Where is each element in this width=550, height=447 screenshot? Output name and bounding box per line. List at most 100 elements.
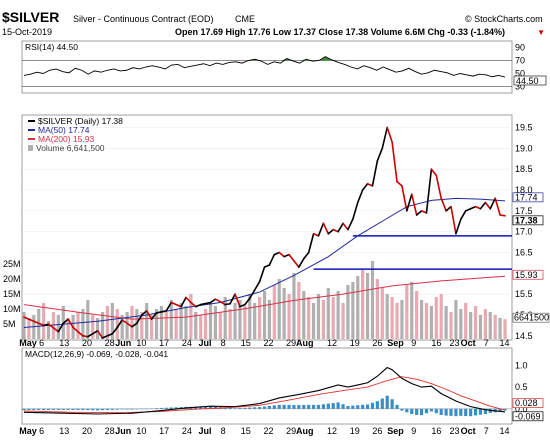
volume-bar [194,312,198,339]
volume-bar [228,309,232,339]
price-segment [499,214,506,217]
macd-histogram-bar [115,408,119,410]
x-axis-label: 12 [327,338,337,348]
macd-legend: MACD(12,26,9) -0.069, -0.028, -0.041 [25,349,168,359]
macd-histogram-bar [27,408,31,411]
price-tick-label: 19.5 [515,123,533,133]
change-down-arrow-icon: ▼ [537,28,545,37]
price-segment [415,210,423,216]
x-axis-label: 16 [431,426,441,436]
macd-value-box [512,398,544,408]
price-segment [307,232,315,254]
volume-bar [302,291,306,339]
volume-bar [444,306,448,339]
volume-bar [253,303,257,339]
price-segment [450,205,457,235]
x-axis-label: 29 [286,338,296,348]
x-axis-label: 17 [159,338,169,348]
price-segment [293,260,300,268]
volume-bar [400,300,404,339]
macd-histogram-bar [125,408,129,410]
volume-bar [125,312,129,339]
x-axis-label: 23 [450,426,460,436]
ma200-line [23,275,506,320]
x-axis-label: 8 [221,338,226,348]
x-axis-label: 16 [431,338,441,348]
volume-bar [297,282,301,339]
volume-tick-label: 20M [3,274,21,284]
price-segment [145,310,153,320]
volume-bar [287,294,291,339]
volume-bar [243,306,247,339]
x-axis-label: Sep [387,338,404,348]
volume-bar [213,306,218,339]
volume-bar [483,309,487,339]
price-value-box [512,215,544,226]
macd-histogram-bar [307,404,311,409]
macd-histogram-bar [120,408,124,410]
price-segment [244,297,251,306]
x-axis-label: 14 [499,338,509,348]
macd-histogram-bar [37,408,41,411]
macd-histogram-bar [150,408,154,409]
volume-bar [262,291,267,339]
macd-histogram-bar [483,408,487,415]
macd-histogram-bar [100,408,105,411]
price-segment [327,228,335,235]
price-segment [131,322,138,328]
price-segment [82,335,89,338]
volume-bar [498,318,502,339]
x-axis-label: May [19,426,37,436]
volume-bar [267,300,272,339]
price-tick-label: 18.0 [515,185,533,195]
price-segment [401,185,408,212]
macd-histogram-bar [61,408,65,410]
volume-bar [238,300,242,339]
volume-bar [169,300,173,339]
macd-line [23,366,506,415]
volume-bar [429,306,433,339]
macd-histogram-bar [51,408,56,410]
volume-bar [307,297,311,339]
macd-histogram-bar [130,408,134,410]
price-segment [352,201,359,220]
macd-histogram-bar [331,403,335,409]
price-segment [288,253,295,262]
exchange-label: CME [235,14,255,24]
price-segment [342,222,349,231]
quote-line: Open 17.69 High 17.76 Low 17.37 Close 17… [175,27,505,37]
macd-histogram-bar [81,408,85,411]
macd-histogram-bar [419,408,424,416]
macd-histogram-bar [169,407,173,409]
x-axis-label: 28 [105,338,115,348]
volume-bar [150,315,154,339]
chart-date: 15-Oct-2019 [2,27,52,37]
x-axis-label: 6 [39,426,44,436]
x-axis-label: 10 [136,426,146,436]
price-segment [116,319,123,329]
macd-histogram-bar [174,407,178,409]
price-segment [460,210,467,220]
rsi-tick-label: 30 [515,82,525,92]
macd-histogram-bar [454,408,458,417]
macd-histogram-bar [316,404,321,409]
x-axis-label: Oct [461,338,476,348]
price-segment [273,251,281,256]
price-segment [445,205,452,212]
volume-bar [130,306,134,339]
macd-histogram-bar [356,405,360,409]
volume-bar [145,303,149,339]
macd-histogram-bar [297,405,301,409]
volume-bar [76,312,80,339]
macd-histogram-bar [395,404,399,409]
volume-bar [120,315,124,339]
brand-watermark[interactable]: © StockCharts.com [465,14,543,24]
volume-bar [174,309,178,339]
macd-histogram-bar [405,408,409,413]
price-segment [494,197,501,216]
price-segment [96,330,104,339]
rsi-line [23,56,506,78]
price-segment [391,141,398,183]
volume-bar [395,303,399,339]
price-segment [386,126,393,143]
